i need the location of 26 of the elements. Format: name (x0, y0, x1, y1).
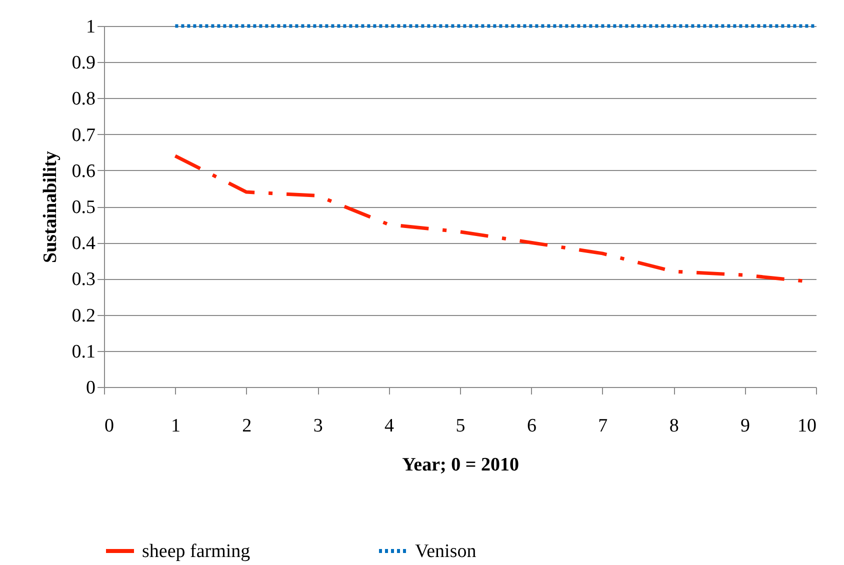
x-tick-label: 10 (798, 416, 816, 436)
y-tick-label: 0 (86, 378, 96, 398)
y-tick-label: 0.2 (72, 305, 96, 326)
y-tick-label: 0.8 (72, 88, 96, 110)
x-tick-label: 1 (170, 416, 180, 436)
x-tick-label: 9 (740, 416, 750, 436)
x-tick-label: 0 (104, 416, 114, 436)
y-tick-label: 0.4 (72, 233, 96, 254)
y-tick-label: 0.7 (72, 124, 96, 146)
y-tick-label: 0.1 (72, 341, 96, 362)
y-tick-label: 0.9 (72, 52, 96, 74)
y-tick-label: 0.3 (72, 269, 96, 290)
legend-label: sheep farming (142, 541, 251, 562)
legend-label: Venison (415, 541, 477, 562)
x-tick-label: 5 (456, 416, 466, 436)
y-axis-title: Sustainability (40, 150, 61, 263)
x-tick-label: 2 (242, 416, 252, 436)
y-tick-label: 1 (86, 16, 96, 38)
x-tick-label: 8 (669, 416, 679, 436)
y-tick-label: 0.6 (72, 160, 96, 182)
x-tick-label: 3 (313, 416, 323, 436)
x-axis-title: Year; 0 = 2010 (402, 454, 519, 476)
y-tick-label: 0.5 (72, 197, 96, 218)
x-tick-label: 4 (384, 416, 395, 436)
x-tick-label: 6 (526, 416, 536, 436)
x-tick-label: 7 (598, 416, 608, 436)
